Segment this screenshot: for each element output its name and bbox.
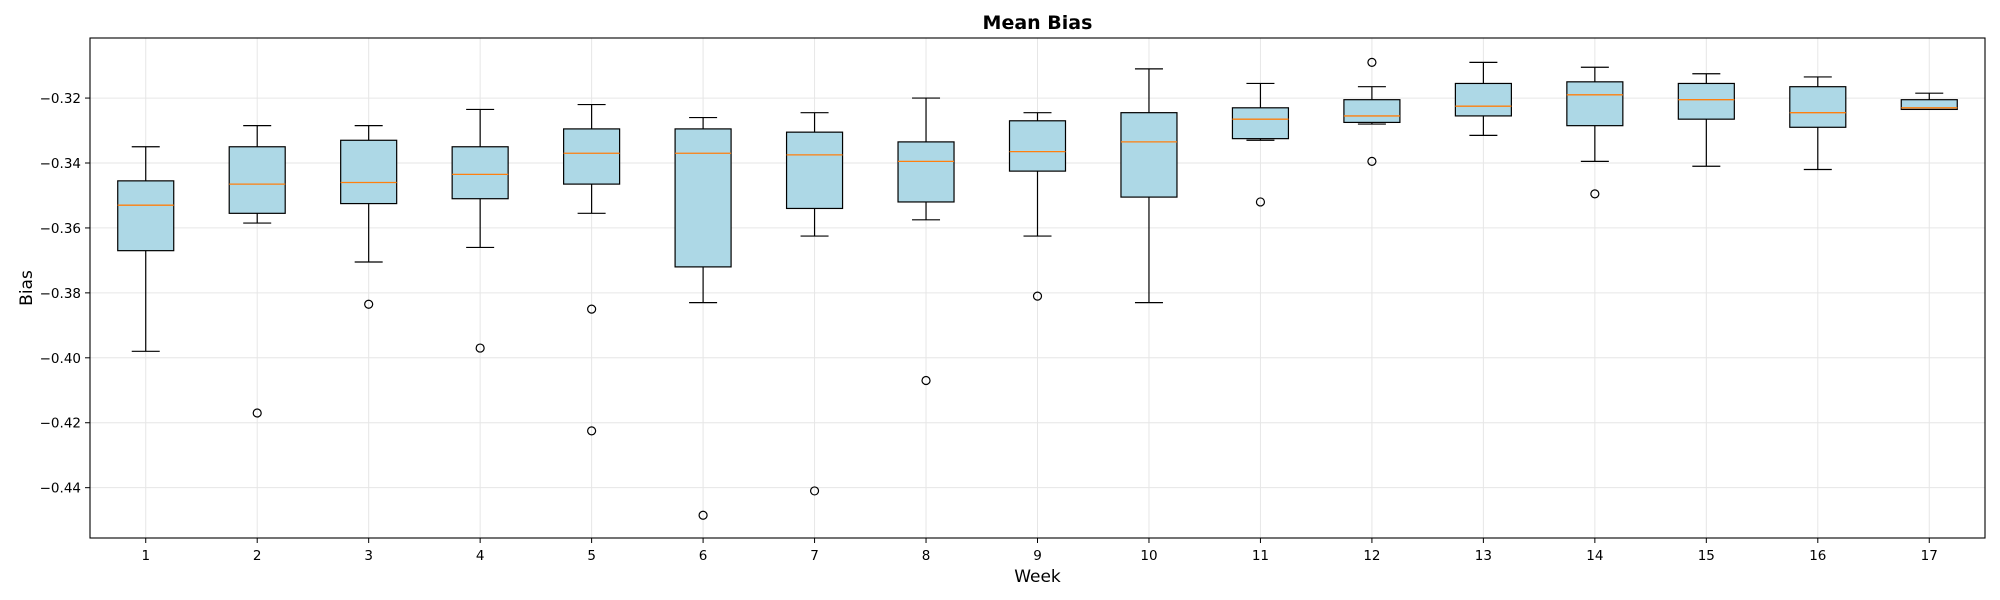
iqr-box (1566, 81, 1624, 127)
iqr-box (1677, 82, 1735, 120)
iqr-box (228, 146, 286, 214)
iqr-box (340, 139, 398, 205)
x-tick-label: 12 (1363, 548, 1380, 564)
grid-lines (90, 38, 1985, 538)
outlier-point (252, 408, 262, 418)
outlier-point (698, 510, 708, 520)
iqr-box (1231, 107, 1290, 140)
outlier-point (1590, 189, 1600, 199)
box-week-14 (1566, 66, 1624, 199)
iqr-box (117, 180, 175, 252)
outlier-point (364, 299, 374, 309)
axis-ticks: −0.44−0.42−0.40−0.38−0.36−0.34−0.321 2 3 4 5… (40, 91, 1938, 564)
y-tick-label: −0.40 (40, 351, 81, 367)
outlier-point (1032, 291, 1043, 301)
x-tick-label: 7 (810, 548, 819, 564)
x-tick-label: 15 (1698, 548, 1715, 564)
y-tick-label: −0.44 (40, 481, 81, 497)
outlier-point (1367, 156, 1377, 166)
x-tick-label: 8 (922, 548, 931, 564)
box-week-1 (117, 146, 175, 352)
outlier-point (809, 486, 820, 496)
box-week-3 (340, 125, 398, 309)
iqr-box (785, 131, 844, 210)
y-axis-label: Bias (17, 270, 37, 306)
x-tick-label: 2 (253, 548, 262, 564)
box-week-5 (563, 103, 621, 436)
box-week-11 (1231, 82, 1290, 207)
box-week-2 (228, 125, 286, 418)
outlier-point (587, 426, 597, 436)
iqr-box (1789, 86, 1847, 128)
iqr-box (897, 141, 955, 203)
x-tick-label: 1 (141, 548, 150, 564)
box-week-15 (1677, 73, 1735, 167)
chart-title: Mean Bias (983, 12, 1093, 34)
x-tick-label: 14 (1586, 548, 1603, 564)
y-tick-label: −0.34 (40, 156, 81, 172)
outlier-point (1255, 197, 1266, 207)
box-week-12 (1343, 57, 1401, 166)
iqr-box (563, 128, 621, 185)
box-week-4 (451, 108, 509, 353)
x-tick-label: 16 (1809, 548, 1826, 564)
iqr-box (1454, 82, 1512, 117)
iqr-box (1343, 99, 1401, 124)
iqr-box (1900, 99, 1958, 111)
x-tick-label: 9 (1033, 548, 1042, 564)
box-week-9 (1008, 112, 1067, 301)
box-series (117, 57, 1958, 520)
y-tick-label: −0.32 (40, 91, 81, 107)
iqr-box (1120, 112, 1178, 198)
x-tick-label: 13 (1475, 548, 1492, 564)
x-axis-label: Week (1014, 567, 1061, 587)
outlier-point (921, 375, 931, 386)
box-week-13 (1454, 61, 1512, 137)
box-week-16 (1789, 76, 1847, 171)
box-week-10 (1120, 68, 1178, 304)
box-week-8 (897, 97, 955, 386)
box-week-6 (674, 116, 732, 520)
iqr-box (1008, 120, 1067, 172)
iqr-box (674, 128, 732, 268)
y-tick-label: −0.38 (40, 286, 81, 302)
x-tick-label: 11 (1252, 548, 1269, 564)
x-tick-label: 6 (699, 548, 708, 564)
box-week-7 (785, 112, 844, 496)
y-tick-label: −0.36 (40, 221, 81, 237)
x-tick-label: 3 (364, 548, 373, 564)
x-tick-label: 17 (1921, 548, 1938, 564)
box-week-17 (1900, 92, 1958, 111)
x-tick-label: 10 (1140, 548, 1157, 564)
iqr-box (451, 146, 509, 200)
outlier-point (1367, 57, 1377, 67)
y-tick-label: −0.42 (40, 416, 81, 432)
outlier-point (587, 304, 597, 314)
x-tick-label: 5 (587, 548, 596, 564)
x-tick-label: 4 (476, 548, 485, 564)
outlier-point (475, 343, 485, 353)
